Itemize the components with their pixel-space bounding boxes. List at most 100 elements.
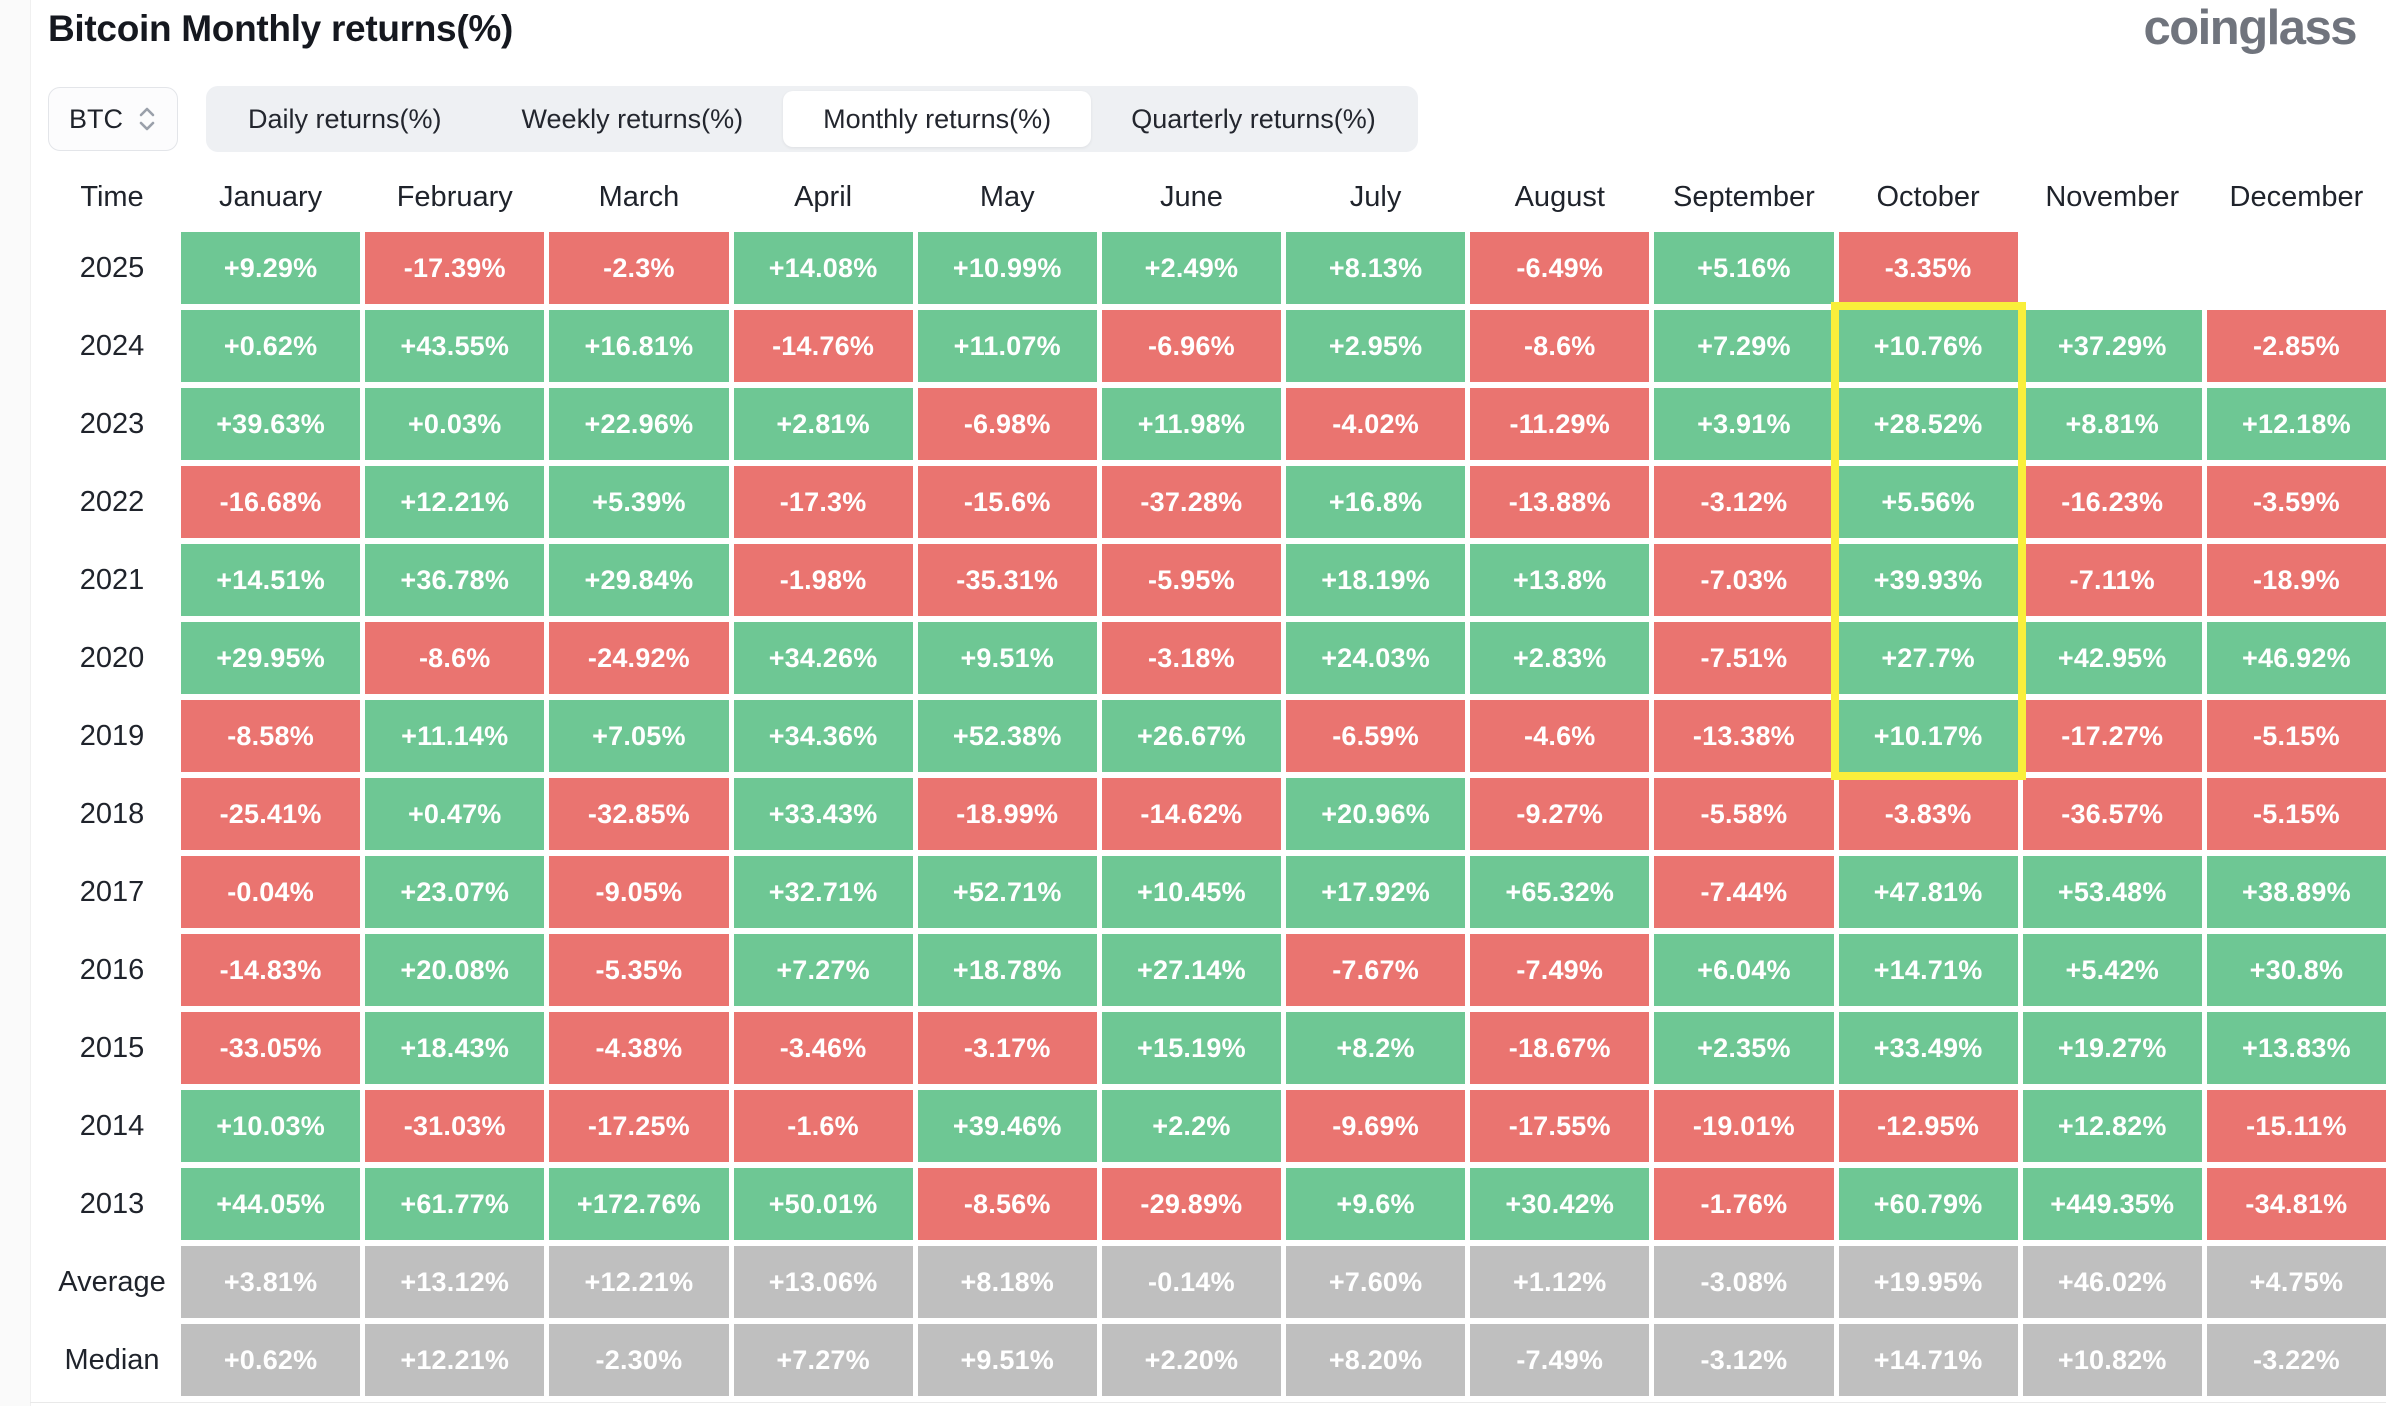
return-cell-2013-august: +30.42% bbox=[1470, 1168, 1650, 1240]
row-label-2025: 2025 bbox=[79, 251, 145, 284]
return-cell-2023-may: -6.98% bbox=[917, 388, 1097, 460]
return-cell-2021-march: +29.84% bbox=[549, 544, 729, 616]
return-cell-2022-april: -17.3% bbox=[733, 466, 913, 538]
return-cell-2015-may: -3.17% bbox=[917, 1012, 1097, 1084]
return-cell-2020-june: -3.18% bbox=[1101, 622, 1281, 694]
return-cell-2025-may: +10.99% bbox=[917, 232, 1097, 304]
tab-weekly-returns[interactable]: Weekly returns(%) bbox=[521, 103, 744, 134]
return-cell-2024-august: -8.6% bbox=[1470, 310, 1650, 382]
row-label-2023: 2023 bbox=[79, 407, 145, 440]
return-cell-2020-may: +9.51% bbox=[917, 622, 1097, 694]
symbol-select-value: BTC bbox=[69, 103, 123, 134]
return-cell-2014-september: -19.01% bbox=[1654, 1090, 1834, 1162]
column-header-april: April bbox=[794, 180, 853, 213]
return-cell-average-january: +3.81% bbox=[181, 1246, 361, 1318]
row-label-2018: 2018 bbox=[79, 797, 145, 830]
return-cell-2013-april: +50.01% bbox=[733, 1168, 913, 1240]
return-cell-2020-february: -8.6% bbox=[365, 622, 545, 694]
return-cell-2017-april: +32.71% bbox=[733, 856, 913, 928]
row-label-2017: 2017 bbox=[79, 875, 145, 908]
column-header-november: November bbox=[2045, 180, 2180, 213]
return-cell-2017-may: +52.71% bbox=[917, 856, 1097, 928]
return-cell-2013-november: +449.35% bbox=[2022, 1168, 2202, 1240]
coinglass-logo: coinglass bbox=[2143, 1, 2357, 55]
returns-grid: Time January February March April May June July… bbox=[48, 168, 2386, 1396]
symbol-select[interactable]: BTC bbox=[48, 87, 178, 151]
row-label-2015: 2015 bbox=[79, 1031, 145, 1064]
return-cell-2022-may: -15.6% bbox=[917, 466, 1097, 538]
return-cell-2022-september: -3.12% bbox=[1654, 466, 1834, 538]
tab-daily-returns[interactable]: Daily returns(%) bbox=[248, 103, 442, 134]
updown-chevrons-icon bbox=[139, 107, 155, 131]
return-cell-2013-february: +61.77% bbox=[365, 1168, 545, 1240]
return-cell-2024-february: +43.55% bbox=[365, 310, 545, 382]
column-header-may: May bbox=[979, 180, 1035, 213]
return-cell-median-july: +8.20% bbox=[1286, 1324, 1466, 1396]
return-cell-2021-september: -7.03% bbox=[1654, 544, 1834, 616]
column-header-september: September bbox=[1672, 180, 1815, 213]
bottom-divider bbox=[30, 1402, 2386, 1403]
return-cell-2019-april: +34.36% bbox=[733, 700, 913, 772]
return-cell-average-march: +12.21% bbox=[549, 1246, 729, 1318]
return-cell-2022-december: -3.59% bbox=[2206, 466, 2386, 538]
return-cell-2023-september: +3.91% bbox=[1654, 388, 1834, 460]
return-cell-2015-july: +8.2% bbox=[1286, 1012, 1466, 1084]
return-cell-median-october: +14.71% bbox=[1838, 1324, 2018, 1396]
return-cell-2022-july: +16.8% bbox=[1286, 466, 1466, 538]
return-cell-2021-november: -7.11% bbox=[2022, 544, 2202, 616]
return-cell-median-april: +7.27% bbox=[733, 1324, 913, 1396]
return-cell-2015-december: +13.83% bbox=[2206, 1012, 2386, 1084]
row-label-2019: 2019 bbox=[79, 719, 145, 752]
return-cell-2017-march: -9.05% bbox=[549, 856, 729, 928]
return-cell-2025-september: +5.16% bbox=[1654, 232, 1834, 304]
tab-monthly-returns[interactable]: Monthly returns(%) bbox=[783, 91, 1092, 147]
return-cell-2014-may: +39.46% bbox=[917, 1090, 1097, 1162]
return-cell-2018-july: +20.96% bbox=[1286, 778, 1466, 850]
column-header-june: June bbox=[1159, 180, 1223, 213]
return-cell-2020-march: -24.92% bbox=[549, 622, 729, 694]
return-cell-median-march: -2.30% bbox=[549, 1324, 729, 1396]
return-cell-2017-august: +65.32% bbox=[1470, 856, 1650, 928]
return-cell-2015-october: +33.49% bbox=[1838, 1012, 2018, 1084]
tab-quarterly-returns[interactable]: Quarterly returns(%) bbox=[1131, 103, 1376, 134]
return-cell-2013-march: +172.76% bbox=[549, 1168, 729, 1240]
return-cell-2016-may: +18.78% bbox=[917, 934, 1097, 1006]
return-cell-2019-september: -13.38% bbox=[1654, 700, 1834, 772]
return-cell-average-may: +8.18% bbox=[917, 1246, 1097, 1318]
return-cell-2023-april: +2.81% bbox=[733, 388, 913, 460]
return-cell-2021-july: +18.19% bbox=[1286, 544, 1466, 616]
row-label-2014: 2014 bbox=[79, 1109, 145, 1142]
column-header-december: December bbox=[2229, 180, 2364, 213]
return-cell-2014-october: -12.95% bbox=[1838, 1090, 2018, 1162]
return-cell-2023-march: +22.96% bbox=[549, 388, 729, 460]
return-cell-2015-september: +2.35% bbox=[1654, 1012, 1834, 1084]
return-cell-2018-june: -14.62% bbox=[1101, 778, 1281, 850]
return-cell-median-may: +9.51% bbox=[917, 1324, 1097, 1396]
return-cell-2021-may: -35.31% bbox=[917, 544, 1097, 616]
return-cell-2025-january: +9.29% bbox=[181, 232, 361, 304]
return-cell-median-january: +0.62% bbox=[181, 1324, 361, 1396]
return-cell-2024-june: -6.96% bbox=[1101, 310, 1281, 382]
return-cell-2015-november: +19.27% bbox=[2022, 1012, 2202, 1084]
return-cell-2024-march: +16.81% bbox=[549, 310, 729, 382]
return-cell-2021-january: +14.51% bbox=[181, 544, 361, 616]
return-cell-2016-february: +20.08% bbox=[365, 934, 545, 1006]
return-cell-2024-may: +11.07% bbox=[917, 310, 1097, 382]
return-cell-2016-november: +5.42% bbox=[2022, 934, 2202, 1006]
return-cell-2020-september: -7.51% bbox=[1654, 622, 1834, 694]
row-label-average: Average bbox=[58, 1265, 166, 1298]
column-header-august: August bbox=[1514, 180, 1605, 213]
return-cell-2016-october: +14.71% bbox=[1838, 934, 2018, 1006]
return-cell-2013-october: +60.79% bbox=[1838, 1168, 2018, 1240]
return-cell-2015-january: -33.05% bbox=[181, 1012, 361, 1084]
return-cell-2025-december bbox=[2207, 232, 2386, 304]
return-cell-2021-august: +13.8% bbox=[1470, 544, 1650, 616]
return-cell-2016-january: -14.83% bbox=[181, 934, 361, 1006]
return-cell-2025-february: -17.39% bbox=[365, 232, 545, 304]
return-cell-2017-february: +23.07% bbox=[365, 856, 545, 928]
return-cell-2013-september: -1.76% bbox=[1654, 1168, 1834, 1240]
return-cell-2019-may: +52.38% bbox=[917, 700, 1097, 772]
return-cell-median-february: +12.21% bbox=[365, 1324, 545, 1396]
return-cell-2025-july: +8.13% bbox=[1286, 232, 1466, 304]
